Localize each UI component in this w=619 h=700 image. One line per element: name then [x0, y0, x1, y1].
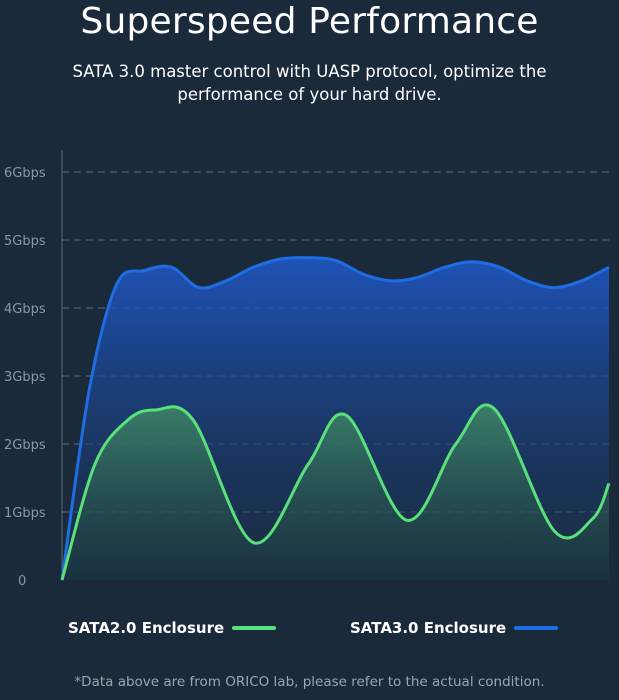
- y-tick-label: 0: [18, 574, 26, 589]
- series-line-sata3: [60, 256, 610, 581]
- y-tick-label: 1Gbps: [4, 506, 46, 521]
- legend-sata3-label: SATA3.0 Enclosure: [350, 619, 507, 637]
- y-tick-label: 4Gbps: [4, 302, 46, 317]
- series-area-sata2: [62, 404, 609, 580]
- page-subtitle: SATA 3.0 master control with UASP protoc…: [72, 62, 547, 104]
- legend-sata2-swatch: [232, 626, 277, 630]
- performance-chart: 0 1Gbps 2Gbps 3Gbps 4Gbps 5Gbps 6Gbps: [4, 150, 611, 589]
- legend-sata2: SATA2.0 Enclosure: [68, 617, 277, 639]
- legend-sata3-swatch: [514, 626, 559, 630]
- footnote: *Data above are from ORICO lab, please r…: [74, 674, 545, 690]
- series-areas: [62, 257, 609, 580]
- page-title: Superspeed Performance: [80, 1, 539, 42]
- y-axis-ticks: 0 1Gbps 2Gbps 3Gbps 4Gbps 5Gbps 6Gbps: [4, 166, 46, 589]
- y-tick-label: 5Gbps: [4, 234, 46, 249]
- series-line-sata2: [60, 403, 611, 581]
- legend-sata2-label: SATA2.0 Enclosure: [68, 619, 225, 637]
- legend-sata3: SATA3.0 Enclosure: [350, 617, 559, 639]
- y-tick-label: 3Gbps: [4, 370, 46, 385]
- y-tick-label: 2Gbps: [4, 438, 46, 453]
- series-lines: [60, 256, 611, 581]
- y-tick-label: 6Gbps: [4, 166, 46, 181]
